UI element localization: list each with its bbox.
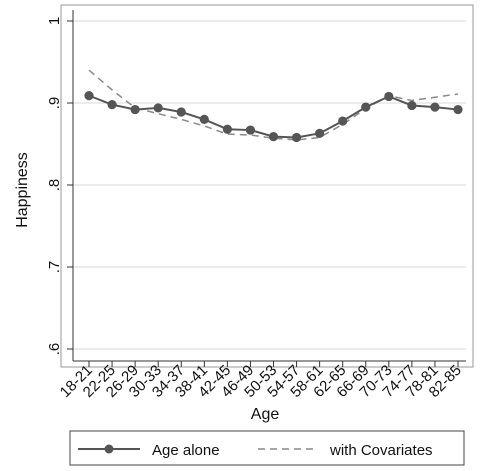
series-line-with-covariates: [88, 69, 459, 141]
data-point-age-alone: [199, 114, 209, 124]
data-point-age-alone: [245, 125, 256, 135]
plot-frame: [60, 4, 474, 368]
y-tick-label: .7: [46, 261, 63, 274]
data-point-age-alone: [361, 102, 371, 112]
y-axis: .6 .7 .8 .9 1: [46, 10, 74, 361]
data-point-age-alone: [384, 91, 394, 102]
data-point-age-alone: [453, 104, 463, 115]
data-point-age-alone: [176, 107, 186, 117]
data-point-age-alone: [222, 124, 232, 134]
data-point-age-alone: [315, 128, 325, 138]
data-point-age-alone: [338, 116, 348, 126]
data-point-age-alone: [153, 103, 163, 113]
data-point-age-alone: [107, 100, 117, 110]
y-tick-label: .6: [46, 343, 63, 356]
data-point-age-alone: [407, 100, 417, 111]
y-tick-label: 1: [46, 17, 63, 25]
data-point-age-alone: [84, 91, 94, 101]
x-axis-title: Age: [251, 406, 280, 423]
y-tick-label: .8: [46, 179, 63, 192]
legend-marker-age-alone: [104, 444, 114, 454]
legend: Age alone with Covariates: [69, 430, 465, 466]
y-tick-label: .9: [46, 97, 63, 110]
data-point-age-alone: [291, 132, 302, 143]
data-point-age-alone: [430, 102, 440, 112]
legend-label-with-covariates: with Covariates: [329, 442, 433, 459]
data-point-age-alone: [268, 132, 279, 142]
legend-label-age-alone: Age alone: [152, 442, 220, 459]
series-line-age-alone: [88, 94, 459, 139]
legend-box: [69, 430, 465, 466]
data-point-age-alone: [130, 104, 140, 115]
y-axis-title: Happiness: [14, 152, 31, 228]
series-layer: [84, 69, 463, 143]
gridlines: [73, 20, 466, 350]
